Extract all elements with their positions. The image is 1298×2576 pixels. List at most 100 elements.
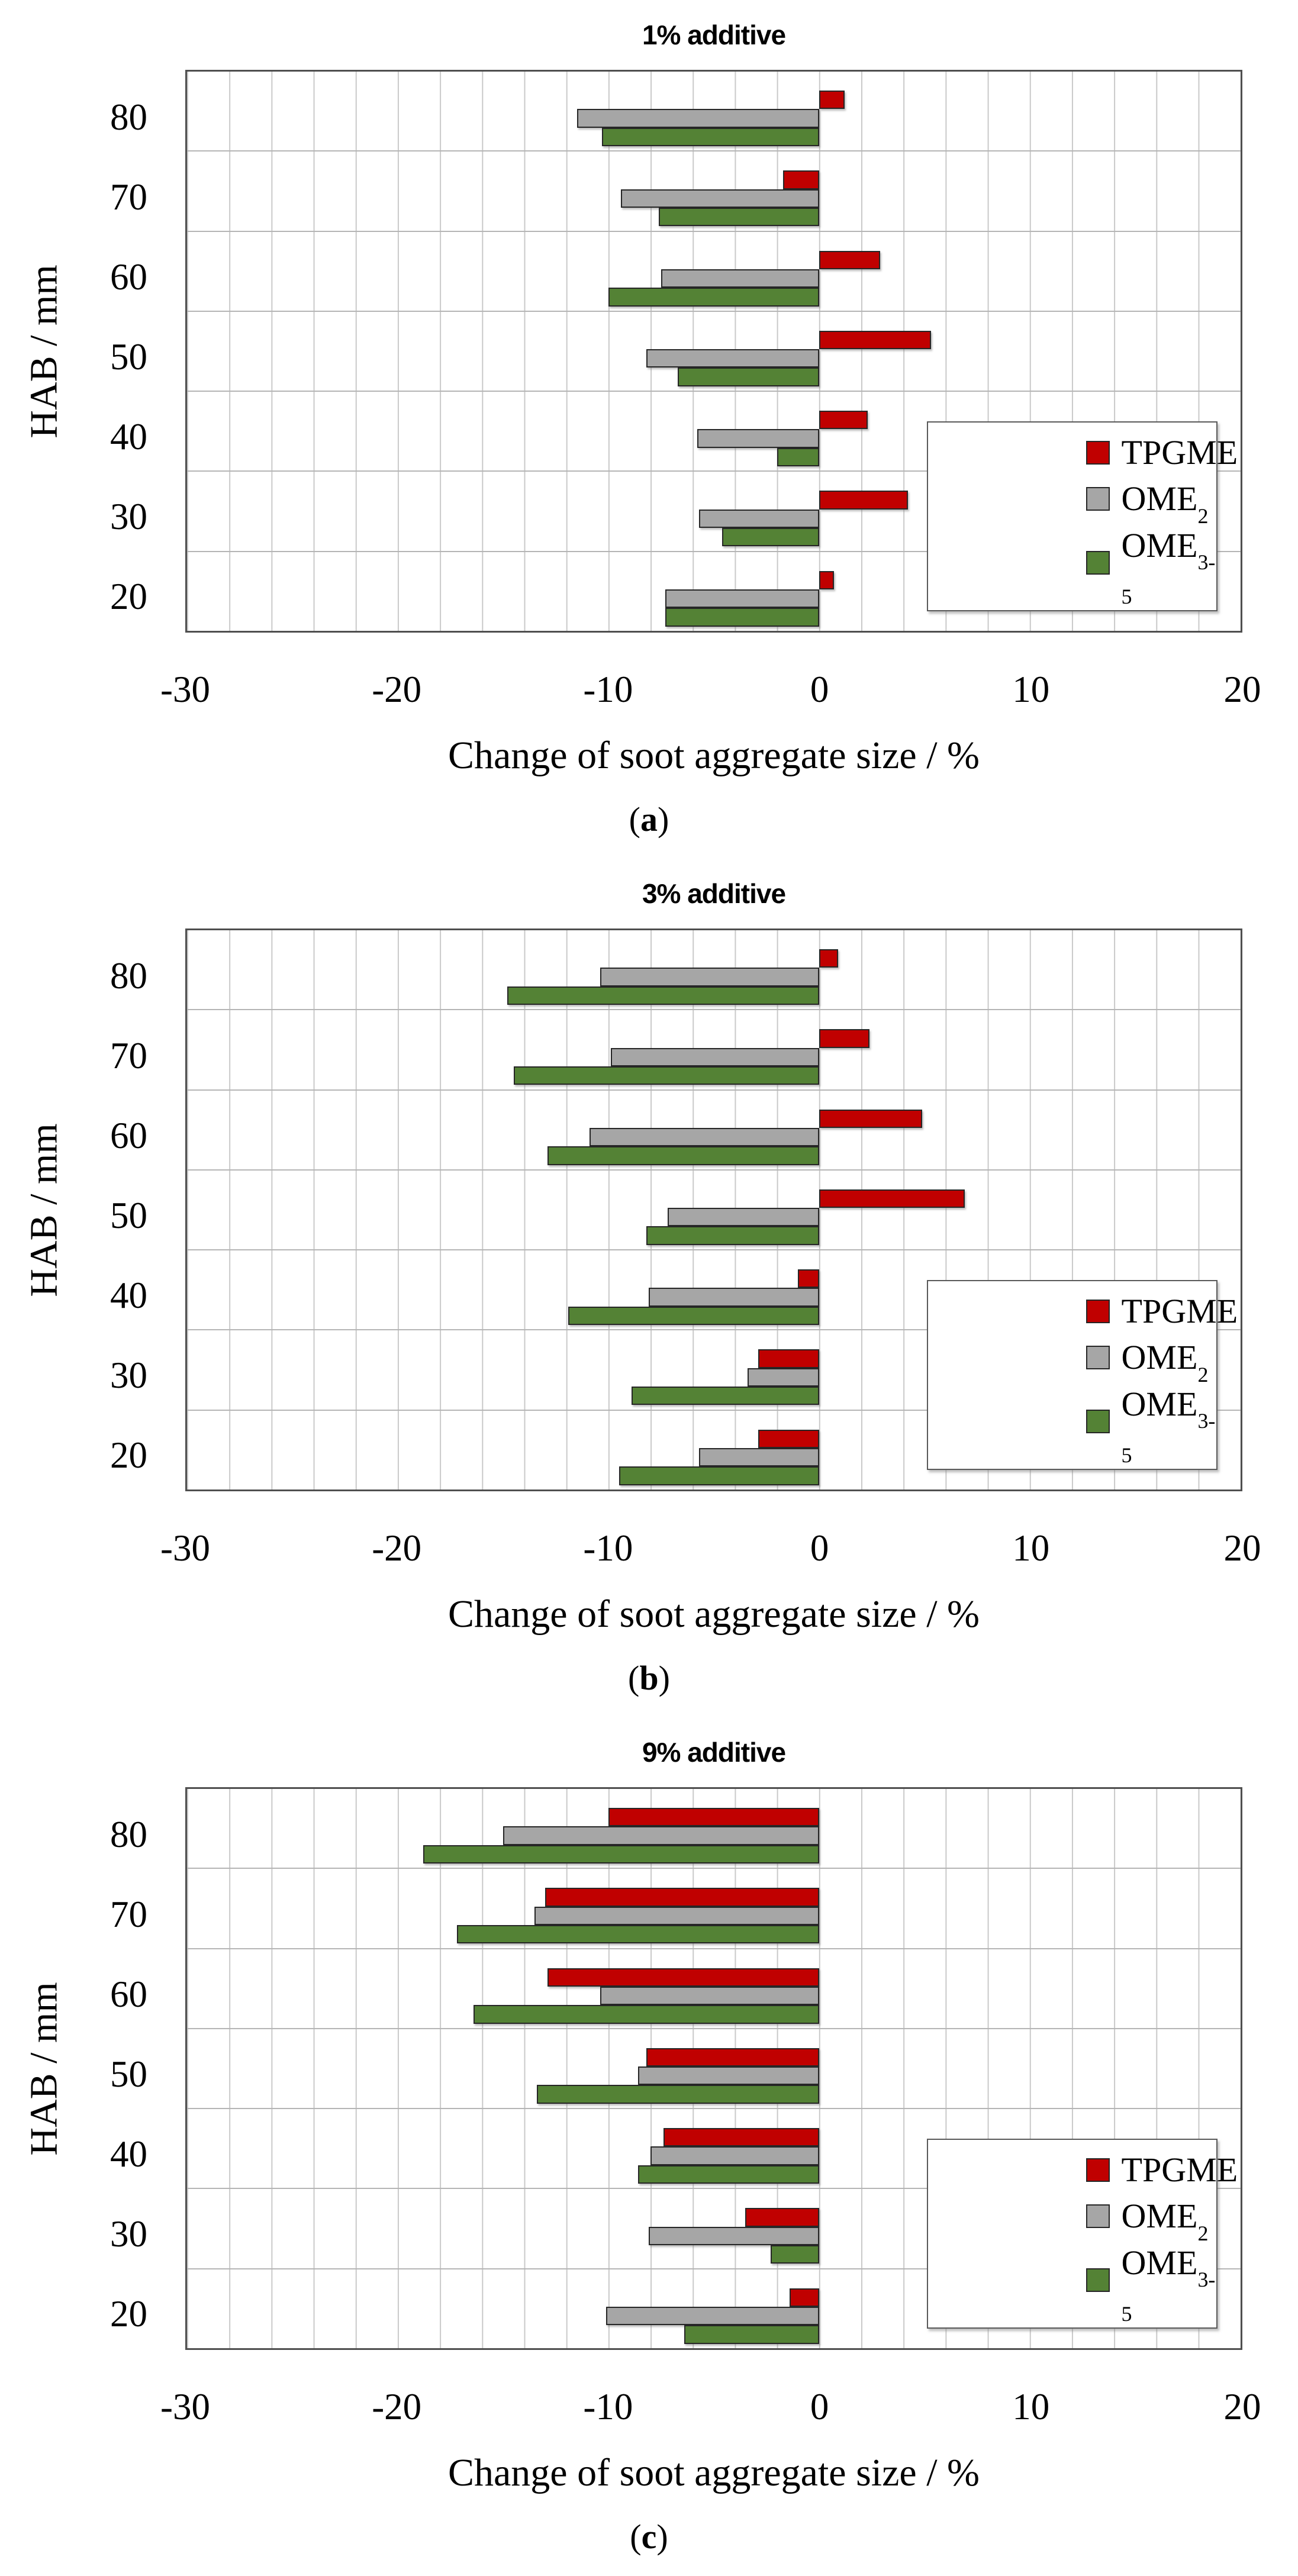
bar-ome2-hab-60	[600, 1986, 819, 2006]
legend-swatch-ome3-5	[1086, 2268, 1110, 2292]
x-tick-label--20: -20	[372, 1527, 422, 1569]
band-hab-60	[187, 1949, 1241, 2029]
y-axis-title-wrap: HAB / mm	[0, 1787, 89, 2350]
chart-a-section: 1% additive HAB / mm 80 70 60 50 40 30 20 TPGM…	[0, 0, 1298, 859]
legend-swatch-ome3-5	[1086, 550, 1110, 575]
x-tick-label--10: -10	[583, 1527, 633, 1569]
bar-ome3-5-hab-80	[507, 986, 819, 1005]
legend-swatch-ome3-5	[1086, 1409, 1110, 1433]
chart-c-section: 9% additive HAB / mm 80 70 60 50 40 30 20 TPGM…	[0, 1717, 1298, 2576]
y-tick-label-70: 70	[110, 1894, 147, 1935]
y-tick-label-80: 80	[110, 1814, 147, 1855]
legend-entry-ome2: OME2	[1086, 1340, 1212, 1385]
legend-entry-tpgme: TPGME	[1086, 1294, 1238, 1329]
legend-label-ome3-5: OME3-5	[1121, 525, 1216, 609]
x-tick-label-10: 10	[1012, 669, 1050, 710]
plot-area: TPGME OME2 OME3-5	[185, 70, 1242, 633]
legend-entry-ome2: OME2	[1086, 479, 1212, 528]
band-hab-80	[187, 1789, 1241, 1869]
bar-ome2-hab-40	[650, 2146, 819, 2165]
legend-swatch-tpgme	[1086, 440, 1110, 465]
y-tick-label-20: 20	[110, 576, 147, 617]
x-tick-labels: -30 -20 -10 0 10 20	[160, 1491, 1261, 1586]
bar-ome3-5-hab-70	[456, 1924, 819, 1944]
plot-area: TPGME OME2 OME3-5	[185, 1787, 1242, 2350]
band-hab-30	[187, 472, 1241, 552]
legend: TPGME OME2 OME3-5	[926, 1279, 1238, 1470]
bar-tpgme-hab-40	[663, 2128, 819, 2147]
band-hab-80	[187, 930, 1241, 1011]
band-hab-70	[187, 151, 1241, 232]
x-tick-label--30: -30	[160, 2386, 210, 2427]
bar-tpgme-hab-70	[819, 1029, 870, 1048]
band-hab-70	[187, 1869, 1241, 1949]
bar-ome2-hab-70	[621, 189, 819, 208]
bar-ome3-5-hab-40	[637, 2165, 819, 2184]
bar-ome3-5-hab-70	[513, 1066, 819, 1085]
x-tick-label-20: 20	[1223, 2386, 1261, 2427]
caption-c: (c)	[630, 2517, 668, 2556]
legend-label-ome2: OME2	[1121, 479, 1209, 528]
y-tick-labels: 80 70 60 50 40 30 20	[89, 1787, 185, 2350]
bar-ome2-hab-30	[747, 1368, 819, 1387]
bar-ome2-hab-80	[503, 1826, 819, 1845]
y-tick-label-20: 20	[110, 2293, 147, 2335]
band-hab-20	[187, 1411, 1241, 1489]
legend-swatch-ome2	[1086, 1346, 1110, 1370]
bar-tpgme-hab-20	[758, 1429, 819, 1448]
legend-label-tpgme: TPGME	[1121, 2150, 1238, 2189]
bar-tpgme-hab-50	[819, 330, 931, 350]
bar-tpgme-hab-50	[646, 2048, 819, 2067]
bar-ome3-5-hab-60	[608, 288, 819, 307]
legend-swatch-tpgme	[1086, 1299, 1110, 1323]
x-tick-label-10: 10	[1012, 2386, 1050, 2427]
legend: TPGME OME2 OME3-5	[926, 2138, 1238, 2329]
caption-a: (a)	[629, 799, 669, 839]
bar-ome3-5-hab-70	[659, 207, 819, 227]
y-tick-label-40: 40	[110, 2133, 147, 2175]
x-tick-label--10: -10	[583, 669, 633, 710]
bar-ome2-hab-70	[610, 1047, 819, 1066]
bar-tpgme-hab-60	[547, 1968, 819, 1987]
x-tick-label--30: -30	[160, 1527, 210, 1569]
x-tick-label-0: 0	[810, 669, 829, 710]
bar-tpgme-hab-80	[819, 949, 839, 968]
bar-ome3-5-hab-30	[722, 528, 819, 547]
y-tick-label-60: 60	[110, 1974, 147, 2015]
y-tick-label-30: 30	[110, 2213, 147, 2255]
legend-label-ome3-5: OME3-5	[1121, 1384, 1216, 1468]
band-hab-20	[187, 552, 1241, 631]
x-tick-label-20: 20	[1223, 1527, 1261, 1569]
bar-ome2-hab-20	[699, 1447, 819, 1467]
bar-tpgme-hab-80	[819, 90, 845, 109]
y-tick-label-40: 40	[110, 1275, 147, 1316]
bar-ome2-hab-50	[646, 349, 819, 368]
band-hab-20	[187, 2269, 1241, 2348]
bar-tpgme-hab-40	[819, 411, 868, 430]
bar-ome2-hab-80	[576, 109, 819, 128]
bar-ome2-hab-50	[637, 2066, 819, 2085]
band-hab-70	[187, 1010, 1241, 1091]
legend-label-tpgme: TPGME	[1121, 433, 1238, 472]
band-hab-50	[187, 312, 1241, 392]
bar-ome2-hab-50	[667, 1208, 819, 1227]
bar-ome2-hab-20	[606, 2306, 819, 2326]
bar-ome3-5-hab-80	[423, 1845, 819, 1864]
y-axis-title: HAB / mm	[22, 1123, 66, 1297]
bar-ome2-hab-30	[699, 509, 819, 528]
legend-swatch-ome2	[1086, 487, 1110, 511]
band-hab-60	[187, 1091, 1241, 1171]
bands	[187, 1789, 1241, 2348]
chart-b-title: 3% additive	[642, 878, 786, 909]
bar-ome2-hab-30	[648, 2226, 819, 2246]
chart-c-main: HAB / mm 80 70 60 50 40 30 20 TPGME OME2 OME3-5	[0, 1787, 1298, 2350]
x-tick-label--30: -30	[160, 669, 210, 710]
bar-ome2-hab-60	[661, 269, 819, 288]
bar-ome2-hab-40	[648, 1288, 819, 1307]
legend-entry-ome3-5: OME3-5	[1086, 2245, 1215, 2324]
legend-entry-ome3-5: OME3-5	[1086, 528, 1215, 607]
legend-label-ome2: OME2	[1121, 2197, 1209, 2245]
band-hab-30	[187, 1330, 1241, 1411]
x-tick-label-20: 20	[1223, 669, 1261, 710]
band-hab-40	[187, 392, 1241, 472]
